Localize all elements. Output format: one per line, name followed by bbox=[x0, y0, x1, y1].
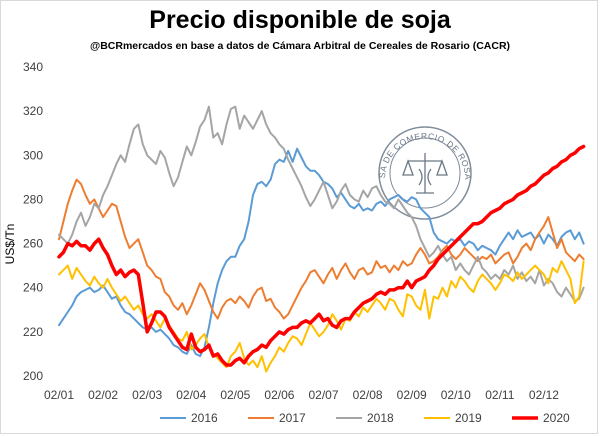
x-tick-label: 02/06 bbox=[264, 388, 294, 402]
x-tick-label: 02/11 bbox=[485, 388, 514, 402]
y-tick-label: 340 bbox=[23, 60, 43, 74]
y-tick-label: 320 bbox=[23, 104, 43, 118]
x-tick-label: 02/01 bbox=[44, 388, 74, 402]
x-tick-label: 02/09 bbox=[397, 388, 427, 402]
x-tick-label: 02/10 bbox=[441, 388, 471, 402]
x-tick-label: 02/12 bbox=[529, 388, 559, 402]
x-tick-label: 02/08 bbox=[353, 388, 383, 402]
x-axis: 02/01 02/02 02/03 02/04 02/05 02/06 02/07 02/08… bbox=[44, 388, 559, 402]
y-tick-label: 280 bbox=[23, 192, 43, 206]
x-tick-label: 02/05 bbox=[220, 388, 250, 402]
x-tick-label: 02/04 bbox=[176, 388, 206, 402]
legend-label-2017: 2017 bbox=[279, 411, 306, 425]
series-lines bbox=[57, 105, 586, 373]
series-line-2018 bbox=[58, 105, 585, 302]
chart-subtitle: @BCRmercados en base a datos de Cámara A… bbox=[89, 40, 511, 52]
chart-title: Precio disponible de soja bbox=[149, 6, 451, 34]
series-line-2017 bbox=[58, 178, 585, 320]
x-tick-label: 02/07 bbox=[308, 388, 338, 402]
legend-label-2019: 2019 bbox=[455, 411, 482, 425]
series-line-2020 bbox=[57, 144, 586, 367]
y-tick-label: 220 bbox=[23, 325, 43, 339]
legend-label-2020: 2020 bbox=[543, 411, 570, 425]
scales-of-justice-icon bbox=[402, 153, 448, 194]
x-tick-label: 02/02 bbox=[88, 388, 118, 402]
y-tick-label: 240 bbox=[23, 281, 43, 295]
y-axis-label: US$/Tn bbox=[3, 224, 17, 265]
y-tick-label: 200 bbox=[23, 369, 43, 383]
y-tick-label: 300 bbox=[23, 148, 43, 162]
y-axis: 200 220 240 260 280 300 320 340 bbox=[23, 60, 43, 383]
legend: 2016 2017 2018 2019 2020 bbox=[160, 411, 570, 425]
legend-label-2016: 2016 bbox=[191, 411, 218, 425]
legend-label-2018: 2018 bbox=[367, 411, 394, 425]
seal-inner-ring bbox=[389, 137, 461, 209]
x-tick-label: 02/03 bbox=[132, 388, 162, 402]
y-tick-label: 260 bbox=[23, 237, 43, 251]
series-line-2016 bbox=[58, 147, 585, 358]
